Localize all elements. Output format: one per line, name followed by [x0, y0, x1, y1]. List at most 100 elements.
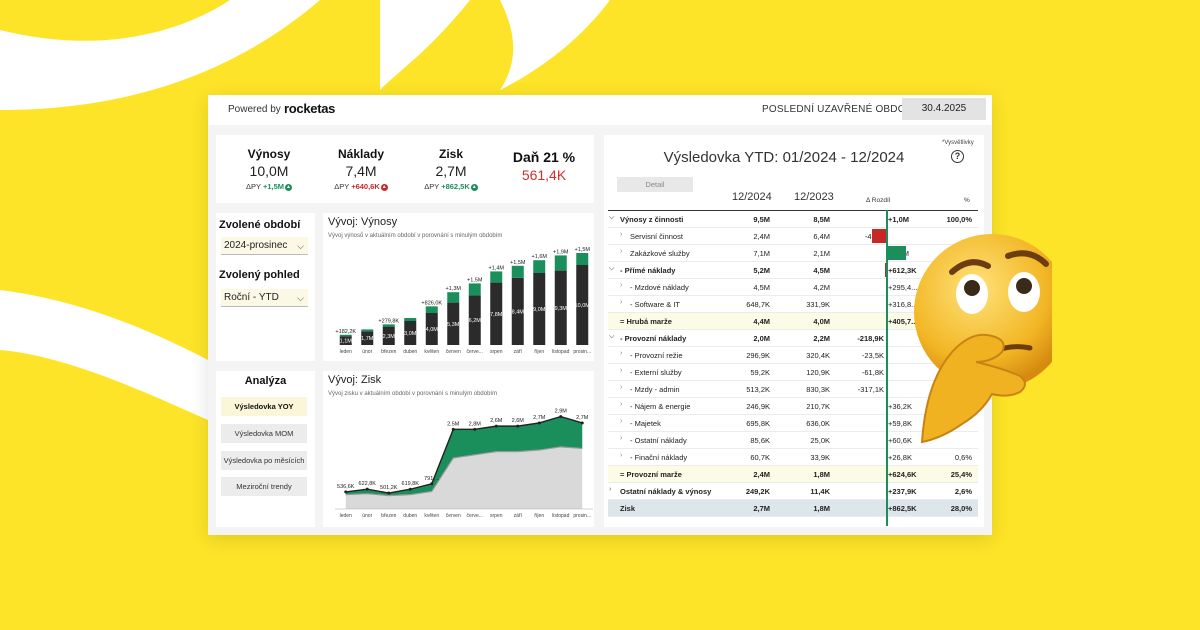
view-filter-label: Zvolený pohled [219, 269, 300, 281]
table-row[interactable]: › - Ostatní náklady 85,6K 25,0K +60,6K [608, 432, 978, 449]
profit-point-label: 2,6M [512, 418, 525, 424]
table-row[interactable]: › Ostatní náklady & výnosy 249,2K 11,4K +237… [608, 483, 978, 500]
table-row[interactable]: ⌵ Výnosy z činnosti 9,5M 8,5M +1,0M 100,0% [608, 211, 978, 228]
revenue-diff-bar [533, 260, 546, 273]
x-tick-label: leden [340, 349, 352, 355]
table-row[interactable]: › - Nájem & energie 246,9K 210,7K +36,2K [608, 398, 978, 415]
expand-toggle-icon[interactable]: › [620, 299, 623, 306]
x-tick-label: říjen [534, 513, 544, 519]
expand-toggle-icon[interactable]: › [620, 384, 623, 391]
revenue-bar [533, 273, 546, 345]
monthly-button[interactable]: Výsledovka po měsících [221, 451, 307, 470]
bar-value-label: 9,0M [533, 307, 546, 313]
top-bar: Powered by rocketas POSLEDNÍ UZAVŘENÉ OB… [208, 95, 992, 125]
x-tick-label: únor [362, 513, 372, 519]
expand-toggle-icon[interactable]: ⌵ [609, 333, 615, 340]
revenue-chart-panel: Vývoj: Výnosy Vývoj výnosů v aktuálním o… [323, 213, 594, 361]
row-name: Servisní činnost [630, 232, 683, 241]
profit-chart-panel: Vývoj: Zisk Vývoj zisku v aktuálním obdo… [323, 371, 594, 527]
row-diff-pos: +405,7... [888, 317, 918, 326]
profit-chart-title: Vývoj: Zisk [328, 374, 382, 386]
profit-point-label: 2,8M [469, 421, 482, 427]
revenue-diff-bar [554, 255, 567, 271]
kpi-delta: ΔPY +640,6K ▲ [334, 182, 388, 191]
period-filter-label: Zvolené období [219, 219, 301, 231]
expand-toggle-icon[interactable]: › [609, 486, 612, 493]
row-prev: 1,8M [813, 504, 830, 513]
row-name: - Provozní režie [630, 351, 683, 360]
rocketas-logo: rocketas [284, 101, 336, 116]
trends-button[interactable]: Meziroční trendy [221, 477, 307, 496]
expand-toggle-icon[interactable]: › [620, 231, 623, 238]
bar-value-label: 8,4M [512, 309, 525, 315]
x-tick-label: prosin... [573, 349, 591, 355]
row-diff-pos: +59,8K [888, 419, 912, 428]
profit-point-label: 791,... [424, 476, 440, 482]
x-tick-label: březen [381, 513, 397, 519]
revenue-bar [511, 277, 524, 345]
row-prev: 1,8M [813, 470, 830, 479]
expand-toggle-icon[interactable]: › [620, 452, 623, 459]
explanations-link[interactable]: *Vysvětlivky [942, 140, 974, 146]
table-row[interactable]: › - Majetek 695,8K 636,0K +59,8K [608, 415, 978, 432]
detail-button[interactable]: Detail [617, 177, 693, 192]
row-current: 648,7K [746, 300, 770, 309]
expand-toggle-icon[interactable]: › [620, 401, 623, 408]
x-tick-label: listopad [552, 513, 569, 519]
profit-point [516, 424, 520, 428]
profit-point [494, 424, 498, 428]
row-current: 695,8K [746, 419, 770, 428]
mom-button[interactable]: Výsledovka MOM [221, 424, 307, 443]
expand-toggle-icon[interactable]: › [620, 350, 623, 357]
period-select[interactable]: 2024-prosinec ⌵ [221, 237, 308, 255]
period-value: 30.4.2025 [902, 98, 986, 120]
expand-toggle-icon[interactable]: ⌵ [609, 265, 615, 272]
up-arrow-icon: ▲ [470, 183, 478, 191]
expand-toggle-icon[interactable]: › [620, 367, 623, 374]
expand-toggle-icon[interactable]: › [620, 435, 623, 442]
expand-toggle-icon[interactable]: › [620, 418, 623, 425]
powered-by-label: Powered by [228, 104, 281, 115]
revenue-diff-bar [511, 265, 524, 278]
revenue-diff-bar [447, 292, 460, 303]
table-row[interactable]: = Provozní marže 2,4M 1,8M +624,6K 25,4% [608, 466, 978, 483]
table-row[interactable]: Zisk 2,7M 1,8M +862,5K 28,0% [608, 500, 978, 517]
bar-value-label: 6,2M [469, 318, 482, 324]
view-select[interactable]: Roční - YTD ⌵ [221, 289, 308, 307]
row-prev: 4,5M [813, 266, 830, 275]
expand-toggle-icon[interactable]: › [620, 282, 623, 289]
col-prev: 12/2023 [794, 191, 834, 203]
table-row[interactable]: › - Provozní režie 296,9K 320,4K -23,5K [608, 347, 978, 364]
row-prev: 636,0K [806, 419, 830, 428]
row-current: 296,9K [746, 351, 770, 360]
row-pct: 28,0% [950, 504, 972, 513]
row-name: - Finační náklady [630, 453, 688, 462]
kpi-costs: Náklady 7,4M ΔPY +640,6K ▲ [316, 147, 406, 191]
bar-value-label: 3,0M [404, 331, 417, 337]
revenue-bar [554, 270, 567, 345]
table-row[interactable]: › - Finační náklady 60,7K 33,9K +26,8K 0,6% [608, 449, 978, 466]
diff-bar-positive [888, 246, 906, 260]
table-row[interactable]: › - Mzdy - admin 513,2K 830,3K -317,1K [608, 381, 978, 398]
kpi-label: Výnosy [247, 147, 291, 161]
revenue-bar [361, 331, 374, 345]
table-row[interactable]: = Hrubá marže 4,4M 4,0M +405,7... [608, 313, 978, 330]
row-name: Zakázkové služby [630, 249, 690, 258]
dashboard: Powered by rocketas POSLEDNÍ UZAVŘENÉ OB… [208, 95, 992, 535]
table-row[interactable]: › - Externí služby 59,2K 120,9K -61,8K [608, 364, 978, 381]
chevron-down-icon: ⌵ [297, 293, 304, 303]
expand-toggle-icon[interactable]: › [620, 248, 623, 255]
table-row[interactable]: ⌵ - Provozní náklady 2,0M 2,2M -218,9K [608, 330, 978, 347]
profit-point-label: 501,2K [380, 485, 398, 491]
help-icon[interactable]: ? [951, 150, 964, 163]
row-current: 4,5M [753, 283, 770, 292]
tax-value: 561,4K [521, 167, 567, 183]
yoy-button[interactable]: Výsledovka YOY [221, 397, 307, 416]
prev-period-line [345, 446, 583, 497]
row-prev: 4,2M [813, 283, 830, 292]
revenue-bar [382, 326, 395, 345]
expand-toggle-icon[interactable]: ⌵ [609, 214, 615, 221]
revenue-chart: 1,1M +182,2K leden 1,7M únor 2,3M +279,8K březe… [335, 247, 591, 355]
